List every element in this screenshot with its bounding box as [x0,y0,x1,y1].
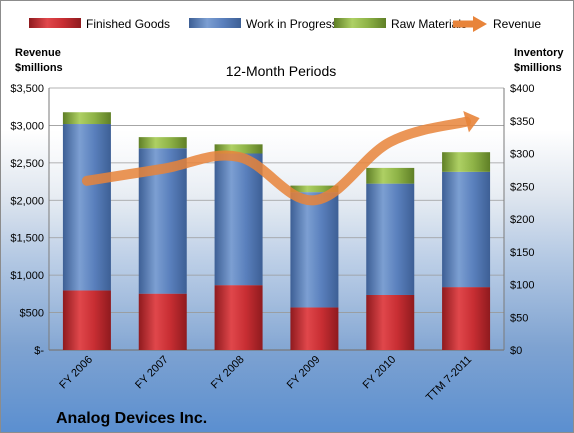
bar-work-in-progress [214,153,263,286]
legend-item-raw-materials: Raw Materials [334,17,467,31]
right-tick-label: $50 [510,312,528,324]
grid-lines [48,87,505,351]
legend-label-revenue: Revenue [493,17,541,31]
bar-finished-goods [138,293,187,350]
right-tick-label: $350 [510,116,534,128]
revenue-line-path [81,116,472,206]
legend-swatch-revenue-arrowhead [473,16,487,32]
left-axis-title-line2: $millions [15,62,63,74]
left-tick-label: $500 [20,308,44,320]
legend-label-raw-materials: Raw Materials [391,17,467,31]
right-tick-label: $300 [510,149,534,161]
right-tick-label: $0 [510,345,522,357]
bar-raw-materials [138,137,187,149]
bar-work-in-progress [442,171,491,288]
category-labels: FY 2006 FY 2007 FY 2008 FY 2009 FY 2010 TTM 7… [57,354,474,404]
right-tick-label: $200 [510,214,534,226]
legend: Finished Goods Work in Progress Raw Mate… [29,16,541,32]
legend-swatch-raw-materials [334,18,386,28]
legend-swatch-finished-goods [29,18,81,28]
category-label: FY 2006 [57,354,95,392]
right-axis-title-line2: $millions [514,62,562,74]
legend-item-revenue: Revenue [453,16,541,32]
right-tick-label: $100 [510,280,534,292]
revenue-line-arrowhead [463,111,480,133]
bar-raw-materials [290,185,339,193]
bar-finished-goods [214,285,263,350]
category-label: FY 2008 [209,354,247,392]
right-tick-label: $150 [510,247,534,259]
left-tick-label: $3,500 [10,83,44,95]
bar-work-in-progress [62,124,111,291]
legend-swatch-work-in-progress [189,18,241,28]
revenue-line [81,111,480,206]
legend-label-finished-goods: Finished Goods [86,17,170,31]
category-label: TTM 7-2011 [424,354,474,404]
left-tick-label: $1,500 [10,233,44,245]
left-tick-label: $3,000 [10,120,44,132]
right-axis-title-line1: Inventory [514,47,564,59]
bar-work-in-progress [290,192,339,308]
left-axis-title-line1: Revenue [15,47,61,59]
bar-work-in-progress [366,183,415,295]
category-label: FY 2010 [361,354,399,392]
bar-finished-goods [366,294,415,350]
legend-item-finished-goods: Finished Goods [29,17,170,31]
left-tick-label: $1,000 [10,270,44,282]
category-label: FY 2009 [285,354,323,392]
bar-raw-materials [214,144,263,154]
bar-raw-materials [62,112,111,125]
left-axis-ticks: $- $500 $1,000 $1,500 $2,000 $2,500 $3,000 $3,5… [10,83,44,357]
left-tick-label: $2,000 [10,195,44,207]
legend-label-work-in-progress: Work in Progress [246,17,338,31]
legend-item-work-in-progress: Work in Progress [189,17,338,31]
chart-subtitle: 12-Month Periods [226,63,337,79]
category-label: FY 2007 [133,354,171,392]
right-axis-ticks: $0 $50 $100 $150 $200 $250 $300 $350 $400 [510,83,534,357]
bar-finished-goods [62,290,111,350]
left-tick-label: $2,500 [10,158,44,170]
bar-finished-goods [442,287,491,350]
bar-finished-goods [290,307,339,350]
left-tick-label: $- [34,345,44,357]
bar-raw-materials [442,152,491,172]
right-tick-label: $250 [510,181,534,193]
right-tick-label: $400 [510,83,534,95]
company-name: Analog Devices Inc. [56,410,207,427]
bar-raw-materials [366,167,415,184]
